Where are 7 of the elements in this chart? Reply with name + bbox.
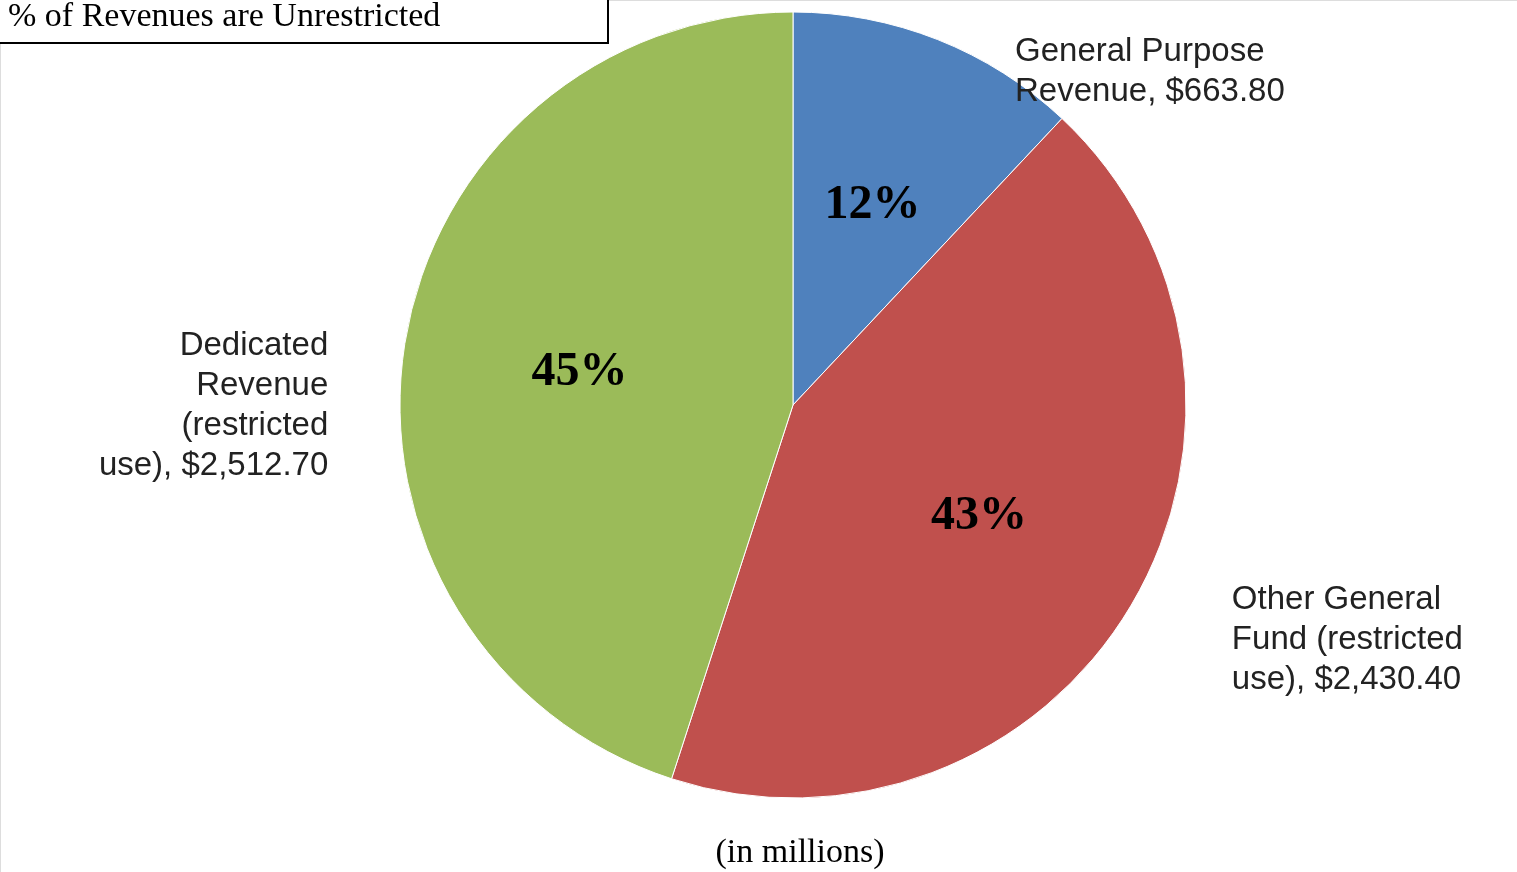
slice-label: Dedicated Revenue (restricted use), $2,512.70 <box>98 325 329 483</box>
text: (in millions) <box>715 832 885 870</box>
chart-title: % of Revenues are Unrestricted <box>8 0 441 33</box>
data-label: 43% <box>931 486 1028 540</box>
data-label: 12% <box>824 175 921 229</box>
slice-label: Other General Fund (restricted use), $2,430.40 <box>1231 579 1463 697</box>
data-label: 45% <box>531 342 628 396</box>
